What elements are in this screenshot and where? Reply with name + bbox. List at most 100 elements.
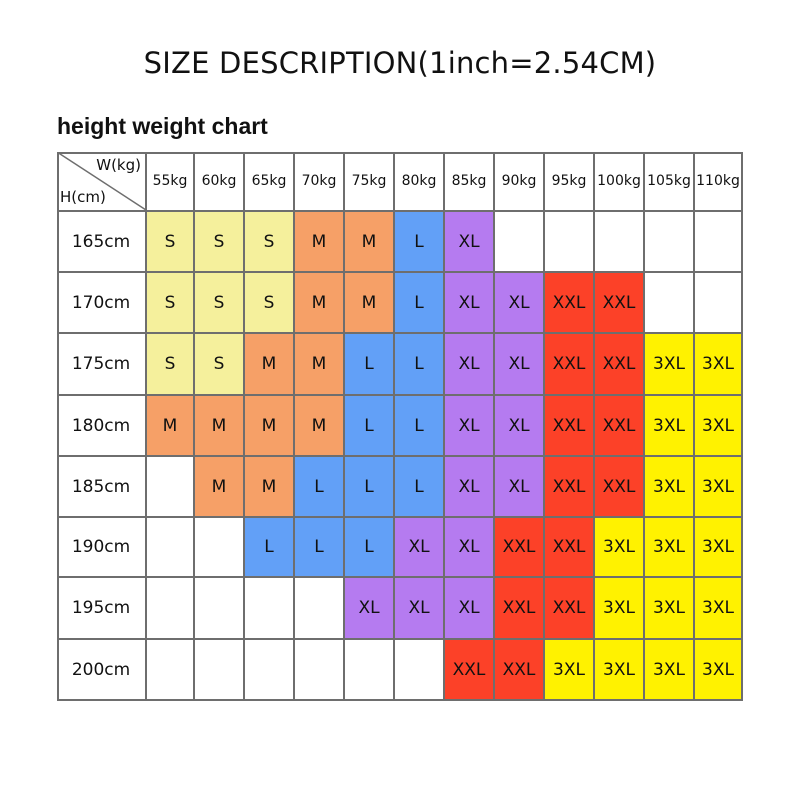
empty-cell (195, 518, 245, 578)
size-cell: XL (445, 334, 495, 396)
size-cell: M (245, 396, 295, 457)
size-cell: L (395, 212, 445, 273)
size-cell: M (295, 273, 345, 334)
size-cell: XL (345, 578, 395, 640)
column-header: 65kg (245, 152, 295, 212)
size-cell: 3XL (645, 396, 695, 457)
size-cell: L (395, 457, 445, 518)
size-cell: M (245, 334, 295, 396)
height-axis-label: H(cm) (60, 188, 106, 206)
size-cell: XL (445, 457, 495, 518)
empty-cell (195, 640, 245, 701)
size-cell: XXL (545, 457, 595, 518)
size-cell: XXL (595, 273, 645, 334)
size-cell: 3XL (695, 518, 743, 578)
size-cell: M (345, 273, 395, 334)
chart-subtitle: height weight chart (57, 113, 268, 139)
size-cell: 3XL (645, 518, 695, 578)
size-cell: M (147, 396, 195, 457)
size-cell: 3XL (695, 640, 743, 701)
size-cell: M (295, 396, 345, 457)
size-cell: M (195, 396, 245, 457)
empty-cell (245, 578, 295, 640)
size-cell: 3XL (545, 640, 595, 701)
empty-cell (147, 578, 195, 640)
weight-axis-label: W(kg) (96, 156, 141, 174)
size-cell: XL (445, 518, 495, 578)
size-cell: XXL (445, 640, 495, 701)
size-cell: XXL (545, 518, 595, 578)
size-cell: S (195, 273, 245, 334)
size-cell: S (245, 212, 295, 273)
empty-cell (147, 518, 195, 578)
size-cell: S (147, 212, 195, 273)
diagonal-divider (57, 152, 147, 211)
size-cell: S (147, 334, 195, 396)
size-cell: 3XL (645, 640, 695, 701)
column-header: 80kg (395, 152, 445, 212)
empty-cell (645, 212, 695, 273)
column-header: 70kg (295, 152, 345, 212)
empty-cell (345, 640, 395, 701)
size-cell: L (395, 334, 445, 396)
column-header: 75kg (345, 152, 395, 212)
empty-cell (495, 212, 545, 273)
row-header: 165cm (57, 212, 147, 273)
size-cell: XL (445, 212, 495, 273)
size-cell: XL (395, 578, 445, 640)
size-cell: L (345, 396, 395, 457)
size-cell: XXL (595, 334, 645, 396)
empty-cell (147, 457, 195, 518)
column-header: 85kg (445, 152, 495, 212)
size-cell: XXL (595, 396, 645, 457)
size-cell: 3XL (645, 578, 695, 640)
size-cell: S (195, 334, 245, 396)
size-cell: XXL (545, 334, 595, 396)
size-cell: XL (495, 273, 545, 334)
size-cell: XL (495, 334, 545, 396)
empty-cell (295, 640, 345, 701)
size-cell: XXL (595, 457, 645, 518)
size-cell: XL (395, 518, 445, 578)
column-header: 100kg (595, 152, 645, 212)
column-header: 110kg (695, 152, 743, 212)
size-cell: XXL (495, 578, 545, 640)
size-cell: 3XL (645, 334, 695, 396)
size-cell: XXL (545, 396, 595, 457)
size-cell: M (245, 457, 295, 518)
row-header: 180cm (57, 396, 147, 457)
size-cell: 3XL (595, 518, 645, 578)
row-header: 175cm (57, 334, 147, 396)
size-cell: 3XL (695, 457, 743, 518)
size-cell: 3XL (695, 396, 743, 457)
size-cell: L (345, 518, 395, 578)
empty-cell (395, 640, 445, 701)
size-cell: XXL (495, 518, 545, 578)
size-cell: L (295, 518, 345, 578)
size-cell: 3XL (595, 578, 645, 640)
size-cell: 3XL (645, 457, 695, 518)
size-cell: XXL (545, 578, 595, 640)
row-header: 195cm (57, 578, 147, 640)
size-cell: S (245, 273, 295, 334)
empty-cell (545, 212, 595, 273)
row-header: 190cm (57, 518, 147, 578)
size-cell: L (295, 457, 345, 518)
empty-cell (295, 578, 345, 640)
column-header: 55kg (147, 152, 195, 212)
size-cell: XL (445, 578, 495, 640)
size-cell: XL (495, 396, 545, 457)
size-cell: S (147, 273, 195, 334)
size-cell: XL (445, 273, 495, 334)
size-cell: 3XL (695, 578, 743, 640)
size-cell: M (195, 457, 245, 518)
size-cell: 3XL (695, 334, 743, 396)
size-cell: XL (495, 457, 545, 518)
row-header: 185cm (57, 457, 147, 518)
empty-cell (645, 273, 695, 334)
column-header: 95kg (545, 152, 595, 212)
empty-cell (195, 578, 245, 640)
corner-header-cell: W(kg) H(cm) (57, 152, 147, 212)
size-cell: L (345, 457, 395, 518)
